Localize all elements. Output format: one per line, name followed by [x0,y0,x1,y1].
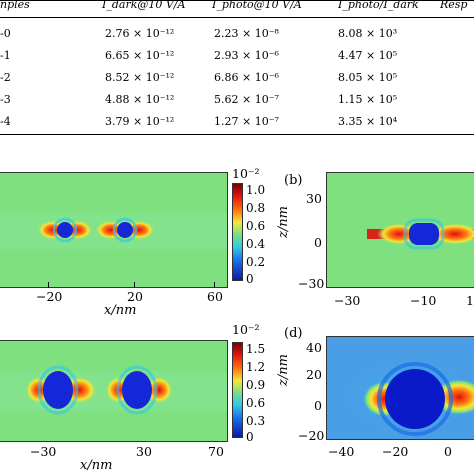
heatmap-a-field [0,213,227,249]
table-top-rule [0,0,474,2]
cb-c-tick: 0 [246,430,254,444]
header-resp: Resp [440,0,468,11]
table-bottom-rule [0,134,474,136]
header-ratio: I_photo/I_dark [338,0,419,11]
particle-c1 [43,371,73,409]
cb-a-tick: 1.0 [246,183,266,197]
cb-a-tick: 0.2 [246,255,266,269]
xtick-a-2: 20 [127,289,143,304]
panel-label-b: (b) [284,173,303,188]
header-samples: nples [0,0,30,11]
heatmap-b-field [367,218,474,250]
particle-d [385,369,445,429]
xtick-b-2: −10 [410,293,437,308]
heatmap-panel-a [0,172,228,288]
ylabel-b: z/nm [276,206,291,238]
cb-c-tick: 0.6 [246,396,266,410]
header-idark: I_dark@10 V/A [102,0,186,11]
xtick-a-3: 60 [207,289,223,304]
colorbar-c [232,342,243,438]
cb-a-tick: 0 [246,272,254,286]
heatmap-panel-b [326,172,474,288]
panel-label-d: (d) [284,326,303,341]
xtick-a-1: −20 [36,289,63,304]
heatmap-panel-c [0,340,228,442]
particle-a1 [57,222,73,238]
ytick-b-2: 0 [314,235,322,250]
xtick-c-1: −30 [30,444,57,459]
colorbar-a [232,183,243,281]
xtick-c-2: 30 [136,444,152,459]
colorbar-a-exponent: 10⁻² [232,166,260,181]
colorbar-c-exponent: 10⁻² [232,322,260,337]
cb-a-tick: 0.6 [246,219,266,233]
particle-c2 [122,371,152,409]
heatmap-panel-d [326,336,474,440]
xlabel-a: x/nm [104,303,137,318]
header-iphoto: I_photo@10 V/A [212,0,302,11]
cb-c-tick: 1.2 [246,360,266,374]
cb-c-tick: 1.5 [246,342,266,356]
xlabel-c: x/nm [80,458,113,473]
particle-a2 [117,222,133,238]
cb-a-tick: 0.4 [246,237,266,251]
cb-a-tick: 0.8 [246,201,266,215]
heatmap-c-field [0,365,227,415]
heatmap-d-field [337,357,474,437]
ytick-d-2: 20 [306,367,322,382]
ytick-d-4: −20 [298,428,325,443]
xtick-d-1: −40 [328,444,355,459]
ylabel-d: z/nm [276,354,291,386]
ytick-d-3: 0 [314,398,322,413]
xtick-d-3: 0 [444,444,452,459]
cb-c-tick: 0.3 [246,414,266,428]
xtick-d-2: −20 [382,444,409,459]
particle-b [409,223,439,245]
table-header-rule [0,17,474,19]
xtick-c-3: 70 [208,444,224,459]
cb-c-tick: 0.9 [246,378,266,392]
xtick-b-3: 10 [466,293,474,308]
ytick-b-3: −30 [298,276,325,291]
ytick-b-1: 30 [306,191,322,206]
xtick-b-1: −30 [334,293,361,308]
ytick-d-1: 40 [306,340,322,355]
